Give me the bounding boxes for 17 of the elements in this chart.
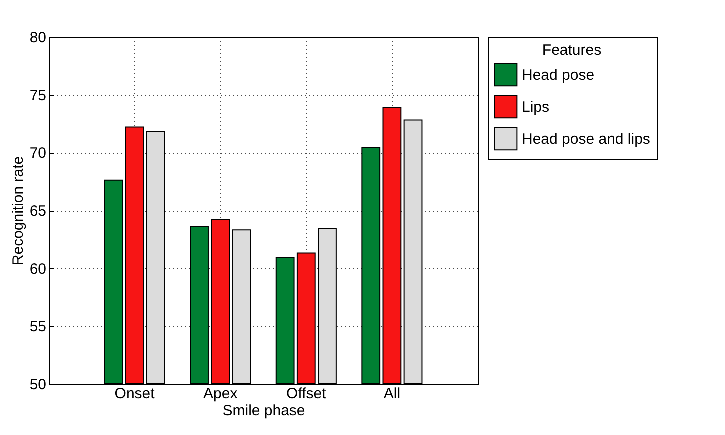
y-tick-label: 60 [30,260,46,278]
y-tick-label: 80 [30,30,46,46]
legend-title: Features [542,42,602,59]
legend-label: Lips [522,99,550,116]
x-tick-label: All [384,386,401,402]
y-tick-label: 50 [30,376,46,394]
legend-label: Head pose [522,67,595,84]
x-tick-label: Onset [114,386,156,402]
x-axis-title: Smile phase [222,402,306,420]
y-tick-label: 75 [30,87,46,104]
x-tick-label: Offset [286,386,328,402]
x-tick-label: Apex [204,386,238,402]
y-axis-title: Recognition rate [10,156,27,266]
y-tick-label: 65 [30,203,46,220]
y-tick-label: 55 [30,318,46,336]
y-tick-label: 70 [30,145,46,162]
legend-label: Head pose and lips [522,131,650,148]
